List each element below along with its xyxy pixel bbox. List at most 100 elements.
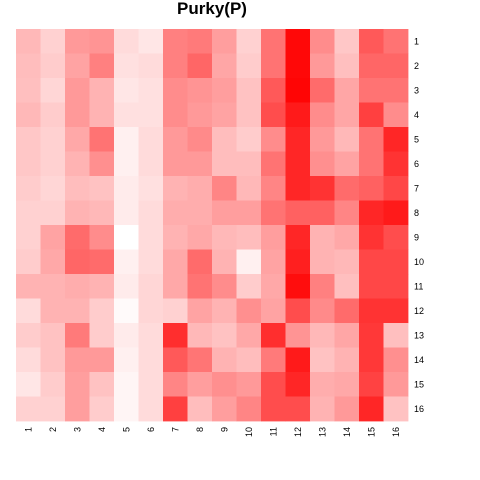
chart-title: Purky(P) [177, 0, 247, 18]
heatmap-cell-r3-c4 [89, 78, 115, 103]
heatmap-cell-r3-c15 [359, 78, 384, 103]
heatmap-cell-r3-c5 [114, 78, 139, 103]
heatmap-cell-r5-c10 [236, 127, 262, 152]
heatmap-cell-r9-c13 [310, 225, 335, 250]
heatmap-cell-r1-c1 [16, 29, 41, 54]
x-tick-label: 9 [219, 427, 229, 432]
heatmap-cell-r1-c15 [359, 29, 384, 54]
heatmap-cell-r7-c1 [16, 176, 41, 201]
heatmap-cell-r12-c11 [261, 298, 286, 324]
heatmap-cell-r6-c14 [334, 151, 360, 177]
heatmap-cell-r14-c1 [16, 347, 41, 373]
y-tick-label: 9 [414, 232, 419, 242]
heatmap-cell-r14-c2 [40, 347, 66, 373]
heatmap-cell-r12-c6 [138, 298, 164, 324]
heatmap-cell-r15-c15 [359, 372, 384, 397]
heatmap-cell-r8-c16 [383, 200, 409, 226]
y-tick-label: 6 [414, 159, 419, 169]
y-tick-label: 15 [414, 379, 424, 389]
heatmap-cell-r1-c14 [334, 29, 360, 54]
heatmap-cell-r10-c14 [334, 249, 360, 275]
heatmap-cell-r8-c7 [163, 200, 188, 226]
heatmap-cell-r12-c12 [285, 298, 311, 324]
heatmap-cell-r2-c3 [65, 53, 90, 79]
heatmap-cell-r5-c15 [359, 127, 384, 152]
heatmap-cell-r15-c12 [285, 372, 311, 397]
heatmap-cell-r15-c14 [334, 372, 360, 397]
x-tick-label: 12 [293, 427, 303, 437]
heatmap-cell-r1-c9 [212, 29, 237, 54]
heatmap-cell-r7-c3 [65, 176, 90, 201]
heatmap-cell-r2-c14 [334, 53, 360, 79]
heatmap-cell-r11-c12 [285, 274, 311, 299]
heatmap-cell-r4-c2 [40, 102, 66, 128]
heatmap-cell-r15-c1 [16, 372, 41, 397]
heatmap-cell-r14-c6 [138, 347, 164, 373]
heatmap-cell-r6-c12 [285, 151, 311, 177]
heatmap-cell-r11-c2 [40, 274, 66, 299]
heatmap-cell-r16-c7 [163, 396, 188, 422]
heatmap-cell-r3-c1 [16, 78, 41, 103]
heatmap-cell-r2-c6 [138, 53, 164, 79]
heatmap-cell-r13-c9 [212, 323, 237, 348]
heatmap-cell-r16-c4 [89, 396, 115, 422]
heatmap-cell-r14-c12 [285, 347, 311, 373]
heatmap-cell-r9-c7 [163, 225, 188, 250]
y-tick-label: 10 [414, 257, 424, 267]
heatmap-cell-r9-c2 [40, 225, 66, 250]
heatmap-cell-r4-c8 [187, 102, 213, 128]
heatmap-cell-r3-c14 [334, 78, 360, 103]
heatmap-cell-r6-c9 [212, 151, 237, 177]
heatmap-cell-r8-c8 [187, 200, 213, 226]
heatmap-cell-r2-c8 [187, 53, 213, 79]
heatmap-cell-r1-c4 [89, 29, 115, 54]
heatmap-cell-r9-c1 [16, 225, 41, 250]
heatmap-cell-r8-c4 [89, 200, 115, 226]
heatmap-cell-r13-c4 [89, 323, 115, 348]
y-tick-label: 7 [414, 183, 419, 193]
heatmap-cell-r11-c3 [65, 274, 90, 299]
heatmap-cell-r4-c12 [285, 102, 311, 128]
heatmap-cell-r2-c16 [383, 53, 409, 79]
y-tick-label: 8 [414, 208, 419, 218]
x-tick-label: 13 [317, 427, 327, 437]
heatmap-cell-r6-c8 [187, 151, 213, 177]
heatmap-cell-r7-c7 [163, 176, 188, 201]
y-tick-label: 1 [414, 36, 419, 46]
x-tick-label: 14 [342, 427, 352, 437]
heatmap-cell-r7-c6 [138, 176, 164, 201]
heatmap-cell-r13-c1 [16, 323, 41, 348]
heatmap-cell-r7-c9 [212, 176, 237, 201]
heatmap-cell-r16-c10 [236, 396, 262, 422]
heatmap-cell-r12-c9 [212, 298, 237, 324]
y-tick-label: 5 [414, 134, 419, 144]
heatmap-cell-r5-c16 [383, 127, 409, 152]
heatmap-cell-r9-c16 [383, 225, 409, 250]
heatmap-cell-r4-c16 [383, 102, 409, 128]
heatmap-cell-r9-c4 [89, 225, 115, 250]
heatmap-cell-r13-c10 [236, 323, 262, 348]
heatmap-cell-r14-c11 [261, 347, 286, 373]
y-tick-label: 4 [414, 110, 419, 120]
heatmap-cell-r12-c15 [359, 298, 384, 324]
heatmap-cell-r15-c13 [310, 372, 335, 397]
heatmap-cell-r6-c2 [40, 151, 66, 177]
heatmap-cell-r3-c9 [212, 78, 237, 103]
heatmap-cell-r11-c5 [114, 274, 139, 299]
x-tick-label: 15 [366, 427, 376, 437]
heatmap-cell-r7-c2 [40, 176, 66, 201]
heatmap-cell-r2-c12 [285, 53, 311, 79]
x-tick-label: 10 [244, 427, 254, 437]
heatmap-cell-r3-c10 [236, 78, 262, 103]
heatmap-cell-r3-c6 [138, 78, 164, 103]
heatmap-cell-r15-c2 [40, 372, 66, 397]
heatmap-cell-r2-c1 [16, 53, 41, 79]
heatmap-cell-r5-c3 [65, 127, 90, 152]
heatmap-cell-r7-c15 [359, 176, 384, 201]
heatmap-cell-r10-c13 [310, 249, 335, 275]
heatmap-cell-r16-c15 [359, 396, 384, 422]
y-tick-label: 14 [414, 355, 424, 365]
heatmap-cell-r11-c13 [310, 274, 335, 299]
heatmap-cell-r7-c14 [334, 176, 360, 201]
heatmap-cell-r16-c12 [285, 396, 311, 422]
